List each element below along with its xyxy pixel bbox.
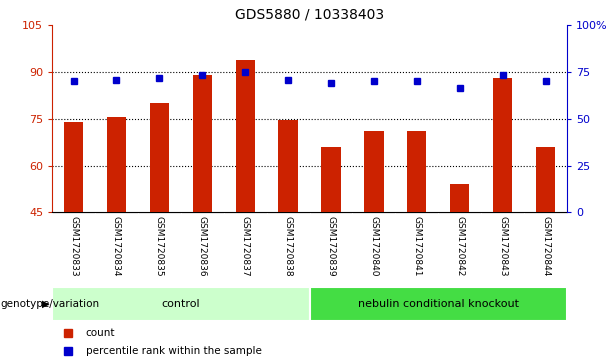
Text: ▶: ▶ [42,299,49,309]
Text: GSM1720834: GSM1720834 [112,216,121,277]
Bar [364,131,384,212]
Bar [450,184,470,212]
Bar [407,131,427,212]
Bar [321,147,341,212]
Bar [493,78,512,212]
FancyBboxPatch shape [52,287,310,321]
Text: GSM1720833: GSM1720833 [69,216,78,277]
Text: nebulin conditional knockout: nebulin conditional knockout [358,299,519,309]
Text: GSM1720839: GSM1720839 [327,216,335,277]
Bar [235,60,255,212]
Bar [107,117,126,212]
Text: GSM1720844: GSM1720844 [541,216,550,277]
Text: GSM1720840: GSM1720840 [370,216,378,277]
Bar [150,103,169,212]
FancyBboxPatch shape [310,287,567,321]
Bar [278,121,298,212]
Text: count: count [86,328,115,338]
Text: GSM1720837: GSM1720837 [241,216,249,277]
Text: GSM1720836: GSM1720836 [198,216,207,277]
Text: control: control [161,299,200,309]
Text: GSM1720841: GSM1720841 [413,216,421,277]
Text: GSM1720838: GSM1720838 [284,216,292,277]
Text: GSM1720843: GSM1720843 [498,216,507,277]
Title: GDS5880 / 10338403: GDS5880 / 10338403 [235,8,384,21]
Bar [64,122,83,212]
Bar [192,75,212,212]
Text: GSM1720835: GSM1720835 [155,216,164,277]
Bar [536,147,555,212]
Text: percentile rank within the sample: percentile rank within the sample [86,346,262,356]
Text: genotype/variation: genotype/variation [1,299,100,309]
Text: GSM1720842: GSM1720842 [455,216,464,277]
